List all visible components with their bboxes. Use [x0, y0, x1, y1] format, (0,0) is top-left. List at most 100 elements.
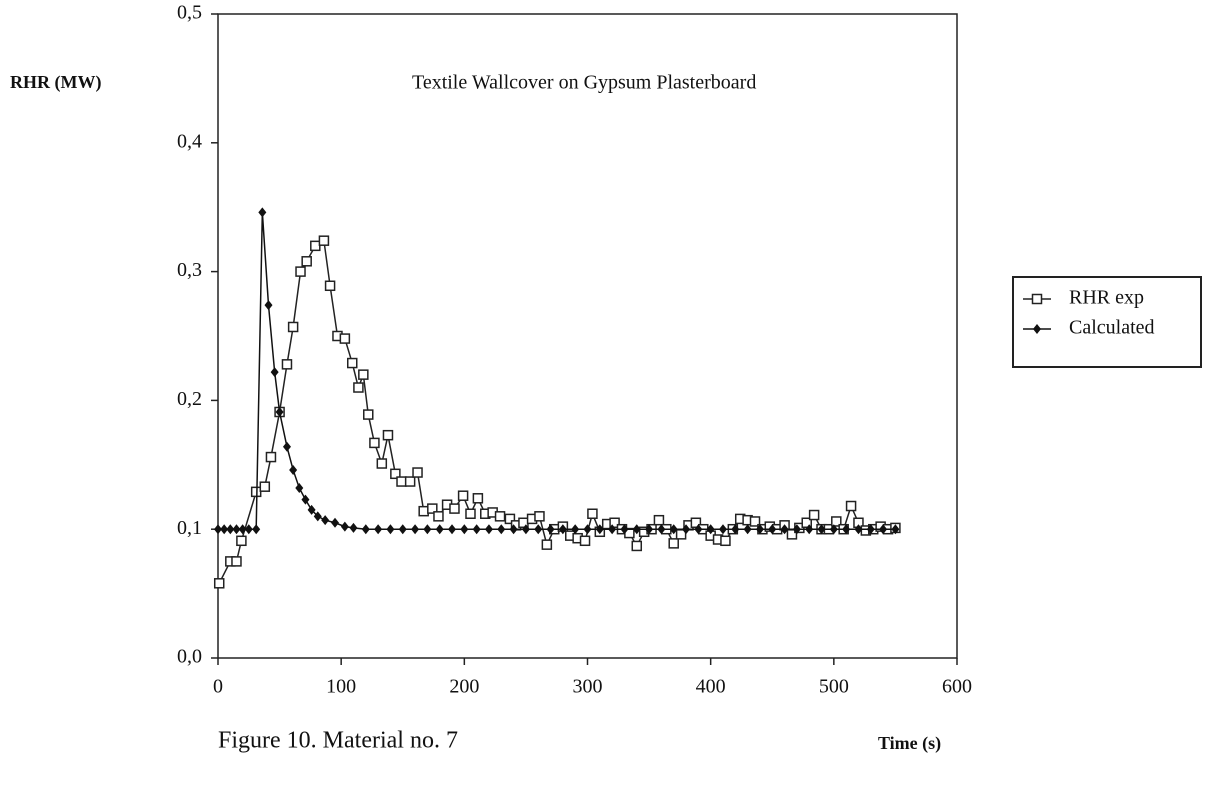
marker-diamond	[694, 524, 703, 535]
marker-diamond	[361, 524, 370, 535]
plot-frame	[217, 13, 958, 659]
y-tick-label: 0,1	[177, 517, 202, 539]
marker-square	[369, 437, 380, 449]
marker-diamond	[608, 524, 617, 535]
marker-diamond	[282, 441, 291, 452]
marker-diamond	[313, 511, 322, 522]
marker-diamond	[891, 524, 900, 535]
marker-diamond	[768, 524, 777, 535]
marker-diamond	[558, 524, 567, 535]
marker-diamond	[632, 524, 641, 535]
marker-diamond	[583, 524, 592, 535]
y-axis-label: RHR (MW)	[10, 72, 101, 93]
marker-diamond	[295, 482, 304, 493]
marker-square	[808, 509, 820, 521]
marker-diamond	[780, 524, 789, 535]
legend-label: RHR exp	[1069, 287, 1144, 309]
marker-diamond	[546, 524, 555, 535]
marker-diamond	[411, 524, 420, 535]
marker-square	[494, 511, 506, 522]
marker-diamond	[497, 524, 506, 535]
marker-square	[295, 266, 306, 277]
marker-diamond	[301, 494, 310, 505]
marker-diamond	[448, 524, 457, 535]
legend-box	[1012, 276, 1202, 368]
x-tick-label: 400	[696, 676, 726, 698]
marker-square	[504, 513, 516, 525]
marker-diamond	[620, 524, 629, 535]
marker-square	[213, 578, 225, 589]
marker-diamond	[743, 524, 752, 535]
marker-diamond	[232, 524, 241, 535]
marker-square	[324, 280, 336, 292]
y-tick-label: 0,2	[177, 388, 202, 410]
marker-diamond	[521, 524, 530, 535]
marker-diamond	[731, 524, 740, 535]
marker-square	[363, 409, 374, 420]
marker-square	[1031, 293, 1043, 305]
marker-diamond	[792, 524, 801, 535]
marker-square	[427, 503, 438, 514]
marker-square	[318, 235, 330, 246]
marker-square	[396, 476, 407, 487]
marker-square	[749, 516, 761, 527]
marker-diamond	[423, 524, 432, 535]
y-tick-label: 0,0	[177, 646, 202, 668]
marker-square	[831, 516, 842, 527]
marker-square	[265, 451, 277, 463]
marker-square	[433, 511, 444, 522]
marker-square	[412, 467, 423, 478]
marker-diamond	[805, 524, 814, 535]
marker-diamond	[1033, 324, 1041, 334]
marker-square	[339, 333, 351, 344]
marker-diamond	[657, 524, 666, 535]
marker-square	[301, 256, 312, 267]
marker-diamond	[244, 524, 253, 535]
x-axis-label: Time (s)	[878, 733, 941, 754]
marker-diamond	[226, 524, 235, 535]
marker-diamond	[398, 524, 407, 535]
marker-diamond	[472, 524, 481, 535]
marker-square	[449, 503, 460, 514]
marker-diamond	[331, 517, 340, 528]
marker-diamond	[289, 464, 298, 475]
legend-label: Calculated	[1069, 317, 1155, 339]
marker-square	[653, 514, 665, 526]
marker-square	[231, 556, 242, 567]
series-line	[218, 212, 896, 530]
marker-diamond	[307, 504, 316, 515]
marker-diamond	[534, 524, 543, 535]
marker-diamond	[854, 524, 863, 535]
y-tick-label: 0,4	[177, 130, 202, 152]
marker-diamond	[349, 522, 358, 533]
marker-diamond	[275, 406, 284, 417]
x-tick-label: 600	[942, 676, 972, 698]
marker-square	[310, 240, 321, 252]
marker-diamond	[706, 524, 715, 535]
marker-diamond	[682, 524, 691, 535]
x-tick-label: 300	[573, 676, 603, 698]
marker-diamond	[460, 524, 469, 535]
marker-diamond	[214, 524, 222, 535]
chart-title: Textile Wallcover on Gypsum Plasterboard	[412, 72, 756, 94]
marker-diamond	[718, 524, 727, 535]
caption: Figure 10. Material no. 7	[218, 728, 458, 754]
marker-diamond	[220, 524, 229, 535]
x-tick-label: 0	[213, 676, 223, 698]
marker-square	[353, 382, 364, 393]
marker-diamond	[879, 524, 888, 535]
marker-square	[541, 539, 553, 550]
marker-square	[801, 517, 812, 529]
marker-square	[259, 481, 271, 492]
marker-square	[382, 429, 394, 441]
marker-square	[404, 476, 416, 487]
marker-diamond	[484, 524, 493, 535]
marker-square	[579, 535, 591, 547]
marker-square	[690, 517, 702, 529]
marker-square	[376, 458, 388, 469]
x-tick-label: 500	[819, 676, 849, 698]
y-tick-label: 0,3	[177, 259, 202, 281]
marker-square	[845, 500, 857, 512]
y-tick-label: 0,5	[177, 2, 202, 24]
